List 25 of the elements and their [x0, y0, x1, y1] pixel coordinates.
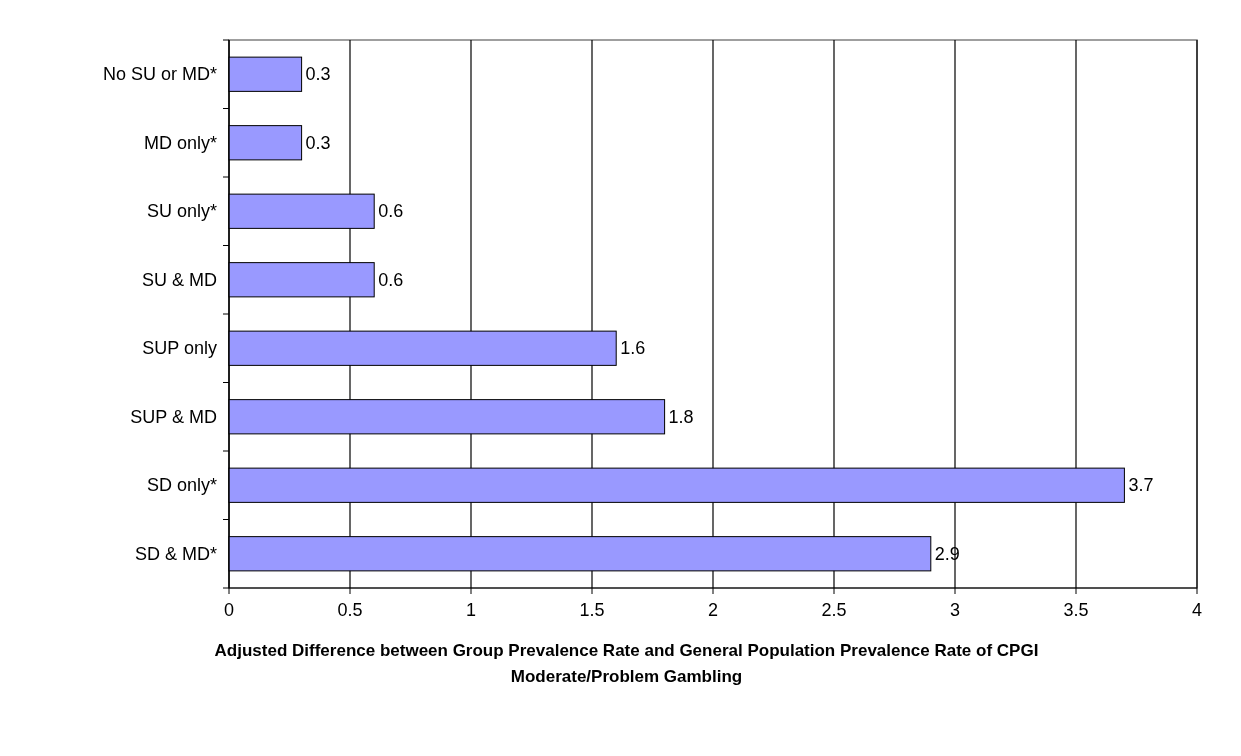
x-tick-label: 1.5: [579, 600, 605, 620]
data-label: 1.6: [620, 338, 646, 359]
y-tick-label: SD only*: [146, 475, 217, 496]
x-tick-label: 2: [707, 600, 719, 620]
x-tick-label: 2.5: [821, 600, 847, 620]
x-tick-label: 0.5: [337, 600, 363, 620]
data-label: 1.8: [668, 406, 694, 427]
x-tick-label: 1: [465, 600, 477, 620]
y-tick-label: MD only*: [143, 132, 217, 153]
y-tick-label: SUP & MD: [130, 406, 217, 427]
y-tick-label: SD & MD*: [134, 543, 217, 564]
data-label: 0.6: [378, 269, 404, 290]
x-axis-title: Adjusted Difference between Group Prevalence Rate and General Population Prevalence Rate of CPGI Moderate/Problem Gambling: [214, 641, 1039, 686]
x-tick-label: 0: [223, 600, 235, 620]
y-tick-label: SU only*: [146, 201, 217, 222]
data-label: 0.6: [378, 201, 404, 222]
x-tick-label: 3: [949, 600, 961, 620]
data-label: 3.7: [1128, 475, 1154, 496]
data-label: 0.3: [305, 132, 331, 153]
y-tick-label: SU & MD: [141, 269, 217, 290]
y-tick-label: No SU or MD*: [102, 64, 217, 85]
y-tick-label: SUP only: [142, 338, 217, 359]
data-label: 0.3: [305, 64, 331, 85]
x-tick-label: 3.5: [1063, 600, 1089, 620]
x-tick-label: 4: [1191, 600, 1203, 620]
